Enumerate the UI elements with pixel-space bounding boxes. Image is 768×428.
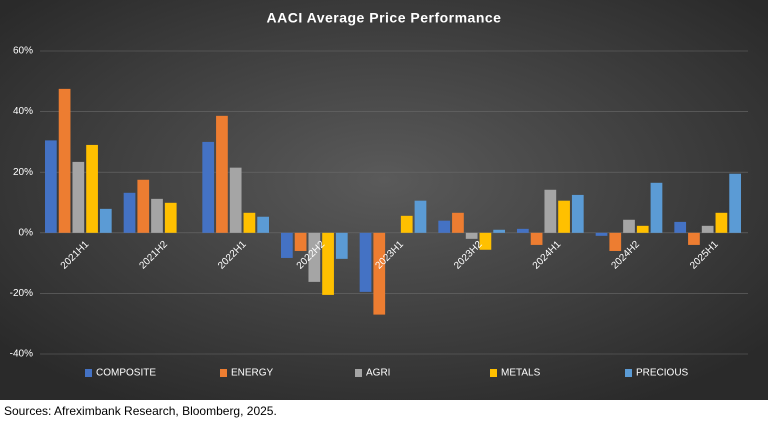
bar xyxy=(257,216,269,233)
bar xyxy=(609,232,622,251)
bar xyxy=(45,140,57,233)
bar xyxy=(281,232,293,258)
y-tick-label: 60% xyxy=(13,46,33,57)
bar xyxy=(359,232,372,292)
y-tick-label: -40% xyxy=(10,349,33,360)
bar xyxy=(373,232,386,315)
bar xyxy=(335,232,348,259)
bar xyxy=(438,220,451,233)
bar xyxy=(729,173,741,233)
bar xyxy=(650,182,663,233)
legend-label: COMPOSITE xyxy=(96,368,156,379)
legend-label: ENERGY xyxy=(231,368,274,379)
bar xyxy=(58,88,71,233)
legend-swatch xyxy=(355,369,362,377)
bar xyxy=(636,225,649,233)
legend-swatch xyxy=(490,369,497,377)
bar xyxy=(571,194,584,233)
bar xyxy=(544,189,557,233)
bar xyxy=(86,144,98,233)
bar xyxy=(688,232,700,245)
bar xyxy=(479,232,492,250)
bar xyxy=(701,225,714,233)
bar xyxy=(137,179,150,233)
source-note: Sources: Afreximbank Research, Bloomberg… xyxy=(4,404,277,418)
bar xyxy=(164,202,177,233)
legend-swatch xyxy=(220,369,227,377)
bar xyxy=(322,232,334,295)
bar xyxy=(151,198,163,233)
legend-label: METALS xyxy=(501,368,541,379)
chart-title: AACI Average Price Performance xyxy=(267,10,502,26)
bar xyxy=(517,228,529,233)
legend-label: PRECIOUS xyxy=(636,368,689,379)
bar xyxy=(72,161,85,233)
y-tick-label: 40% xyxy=(13,106,33,117)
bar xyxy=(493,229,505,233)
bar xyxy=(465,232,478,239)
bar xyxy=(216,115,228,233)
bar xyxy=(715,212,728,233)
bar xyxy=(674,221,687,233)
bar xyxy=(123,192,136,233)
bar xyxy=(558,200,570,233)
bar xyxy=(294,232,307,251)
y-tick-label: -20% xyxy=(10,288,33,299)
legend-swatch xyxy=(85,369,92,377)
legend-label: AGRI xyxy=(366,368,390,379)
bar xyxy=(400,215,413,233)
bar xyxy=(414,200,427,233)
legend-swatch xyxy=(625,369,632,377)
y-tick-label: 20% xyxy=(13,167,33,178)
bar xyxy=(623,219,635,233)
bar xyxy=(308,232,321,282)
bar xyxy=(229,167,242,233)
bar xyxy=(202,141,215,233)
y-tick-label: 0% xyxy=(19,227,34,238)
bar xyxy=(99,208,112,233)
bar xyxy=(452,212,464,233)
bar xyxy=(595,232,608,236)
bar xyxy=(530,232,543,245)
bar xyxy=(243,212,256,233)
